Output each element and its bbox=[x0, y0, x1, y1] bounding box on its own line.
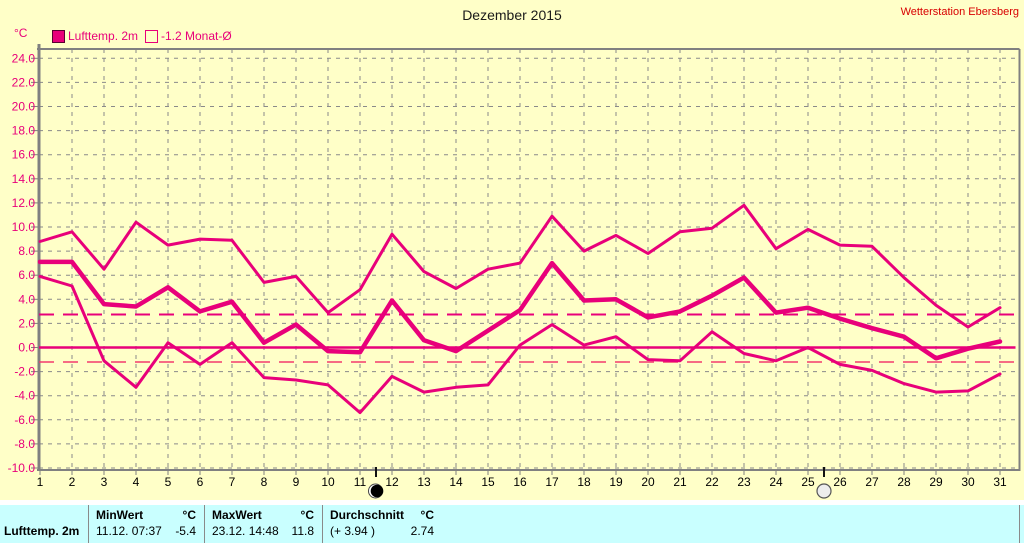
maxwert-header: MaxWert bbox=[212, 508, 262, 522]
minwert-datetime: 11.12. 07:37 bbox=[96, 524, 162, 538]
minwert-column: MinWert °C 11.12. 07:37 -5.4 bbox=[88, 505, 204, 543]
x-tick-label: 20 bbox=[641, 475, 655, 489]
series-swatch-icon bbox=[52, 30, 65, 43]
y-tick-label: -10.0 bbox=[8, 461, 36, 475]
y-tick-label: 4.0 bbox=[18, 292, 35, 306]
x-tick-label: 1 bbox=[37, 475, 44, 489]
x-tick-label: 11 bbox=[354, 475, 367, 489]
x-tick-label: 18 bbox=[577, 475, 591, 489]
legend-month-average-label: -1.2 Monat-Ø bbox=[161, 29, 232, 43]
x-tick-label: 12 bbox=[385, 475, 399, 489]
x-tick-label: 6 bbox=[197, 475, 204, 489]
x-tick-label: 31 bbox=[993, 475, 1007, 489]
y-tick-label: -6.0 bbox=[14, 413, 35, 427]
x-tick-label: 27 bbox=[865, 475, 879, 489]
y-tick-label: 10.0 bbox=[12, 220, 36, 234]
chart-legend: Lufttemp. 2m -1.2 Monat-Ø bbox=[0, 29, 1024, 45]
durchschnitt-unit: °C bbox=[420, 508, 434, 522]
legend-series-label: Lufttemp. 2m bbox=[68, 29, 139, 43]
x-tick-label: 8 bbox=[261, 475, 268, 489]
x-tick-label: 17 bbox=[545, 475, 559, 489]
x-tick-label: 2 bbox=[69, 475, 76, 489]
y-tick-label: 14.0 bbox=[12, 172, 36, 186]
y-tick-label: -2.0 bbox=[14, 365, 35, 379]
y-tick-label: 20.0 bbox=[12, 100, 36, 114]
minwert-unit: °C bbox=[182, 508, 196, 522]
durchschnitt-value: 2.74 bbox=[410, 524, 434, 538]
y-tick-label: 22.0 bbox=[12, 75, 36, 89]
new-moon-disc bbox=[370, 484, 384, 498]
y-tick-label: 8.0 bbox=[18, 244, 35, 258]
station-name: Wetterstation Ebersberg bbox=[900, 6, 1019, 18]
x-tick-label: 25 bbox=[801, 475, 815, 489]
x-tick-label: 26 bbox=[833, 475, 847, 489]
panel-divider bbox=[0, 500, 1024, 505]
x-tick-label: 13 bbox=[417, 475, 431, 489]
stats-panel: Lufttemp. 2m Max.Wert MinWert °C 11.12. … bbox=[0, 505, 1024, 543]
x-tick-label: 9 bbox=[293, 475, 300, 489]
durchschnitt-header: Durchschnitt bbox=[330, 508, 405, 522]
full-moon-icon bbox=[816, 483, 832, 499]
y-tick-label: 24.0 bbox=[12, 51, 36, 65]
durchschnitt-column: Durchschnitt °C (+ 3.94 ) 2.74 bbox=[322, 505, 442, 543]
maxwert-value: 11.8 bbox=[291, 524, 314, 538]
x-tick-label: 28 bbox=[897, 475, 911, 489]
x-tick-label: 14 bbox=[449, 475, 463, 489]
x-tick-label: 7 bbox=[229, 475, 236, 489]
x-tick-label: 10 bbox=[321, 475, 335, 489]
mean-temp-line bbox=[37, 259, 1003, 361]
maxwert-column: MaxWert °C 23.12. 14:48 11.8 bbox=[204, 505, 322, 543]
month-average-swatch-icon bbox=[145, 30, 158, 43]
y-tick-label: 2.0 bbox=[18, 316, 35, 330]
maxwert-unit: °C bbox=[300, 508, 314, 522]
x-tick-label: 19 bbox=[609, 475, 623, 489]
max-temp-line bbox=[38, 203, 1002, 329]
x-tick-label: 24 bbox=[769, 475, 783, 489]
maxwert-datetime: 23.12. 14:48 bbox=[212, 524, 279, 538]
x-tick-label: 23 bbox=[737, 475, 751, 489]
x-tick-label: 22 bbox=[705, 475, 719, 489]
panel-right-separator bbox=[1019, 505, 1020, 543]
sensor-row-label: Lufttemp. 2m bbox=[4, 524, 80, 538]
x-tick-label: 4 bbox=[133, 475, 140, 489]
durchschnitt-datetime: (+ 3.94 ) bbox=[330, 524, 376, 538]
x-tick-label: 29 bbox=[929, 475, 943, 489]
y-tick-label: 0.0 bbox=[18, 341, 35, 355]
clipped-next-row-label: Max.Wert bbox=[4, 541, 57, 543]
temperature-plot: 24.022.020.018.016.014.012.010.08.06.04.… bbox=[8, 44, 1021, 499]
x-tick-label: 15 bbox=[481, 475, 495, 489]
y-tick-label: 16.0 bbox=[12, 148, 36, 162]
x-tick-label: 5 bbox=[165, 475, 172, 489]
y-tick-label: 18.0 bbox=[12, 124, 36, 138]
x-tick-label: 3 bbox=[101, 475, 108, 489]
x-tick-label: 30 bbox=[961, 475, 975, 489]
y-axis-unit-label: °C bbox=[14, 26, 28, 40]
y-tick-label: 6.0 bbox=[18, 268, 35, 282]
page-title: Dezember 2015 bbox=[462, 7, 562, 23]
minwert-value: -5.4 bbox=[175, 524, 196, 538]
min-temp-line bbox=[38, 274, 1002, 415]
x-tick-label: 16 bbox=[513, 475, 527, 489]
minwert-header: MinWert bbox=[96, 508, 144, 522]
x-tick-label: 21 bbox=[673, 475, 687, 489]
y-tick-label: -4.0 bbox=[14, 389, 35, 403]
y-tick-label: 12.0 bbox=[12, 196, 36, 210]
y-tick-label: -8.0 bbox=[14, 437, 35, 451]
